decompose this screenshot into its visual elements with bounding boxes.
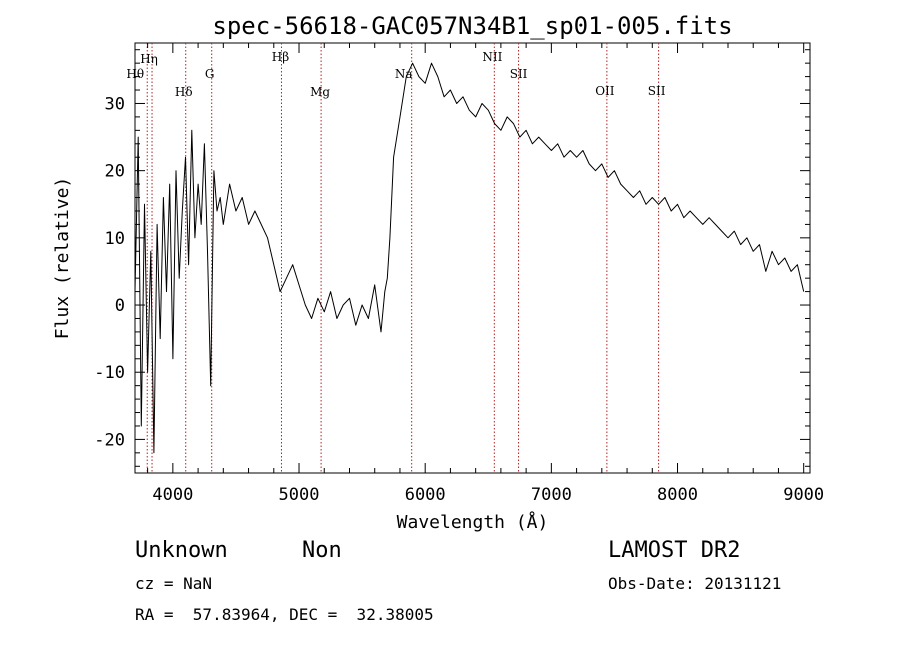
x-tick-label: 5000 bbox=[279, 485, 320, 505]
line-label-0: Hη bbox=[140, 52, 158, 66]
y-tick-label: 10 bbox=[105, 229, 125, 249]
y-tick-label: -10 bbox=[94, 363, 125, 383]
line-label-8: SII bbox=[510, 67, 528, 81]
plot-frame bbox=[134, 42, 811, 474]
line-label-9: OII bbox=[595, 84, 615, 98]
line-label-4: Hβ bbox=[272, 50, 289, 64]
x-tick-label: 6000 bbox=[405, 485, 446, 505]
spectrum-line bbox=[134, 62, 805, 454]
x-tick-label: 7000 bbox=[531, 485, 572, 505]
object-subclass: Non bbox=[302, 538, 342, 563]
x-tick-label: 8000 bbox=[657, 485, 698, 505]
x-tick-label: 4000 bbox=[152, 485, 193, 505]
x-axis-label: Wavelength (Å) bbox=[397, 511, 549, 533]
y-tick-label: 20 bbox=[105, 162, 125, 182]
line-label-1: Hθ bbox=[126, 67, 144, 81]
y-axis-label: Flux (relative) bbox=[52, 177, 73, 340]
survey-name: LAMOST DR2 bbox=[608, 538, 741, 563]
y-tick-label: 30 bbox=[105, 94, 125, 114]
line-label-7: NII bbox=[482, 50, 502, 64]
line-label-6: Na bbox=[395, 67, 413, 81]
x-tick-label: 9000 bbox=[783, 485, 824, 505]
coordinates: RA = 57.83964, DEC = 32.38005 bbox=[135, 605, 434, 624]
line-label-5: Mg bbox=[310, 85, 330, 99]
line-label-10: SII bbox=[648, 84, 666, 98]
object-class: Unknown bbox=[135, 538, 228, 563]
line-label-2: Hδ bbox=[175, 85, 193, 99]
y-tick-label: 0 bbox=[115, 296, 125, 316]
y-tick-label: -20 bbox=[94, 430, 125, 450]
obs-date: Obs-Date: 20131121 bbox=[608, 574, 782, 593]
line-label-3: G bbox=[205, 67, 215, 81]
chart-title: spec-56618-GAC057N34B1_sp01-005.fits bbox=[212, 12, 732, 40]
redshift-value: cz = NaN bbox=[135, 574, 213, 593]
